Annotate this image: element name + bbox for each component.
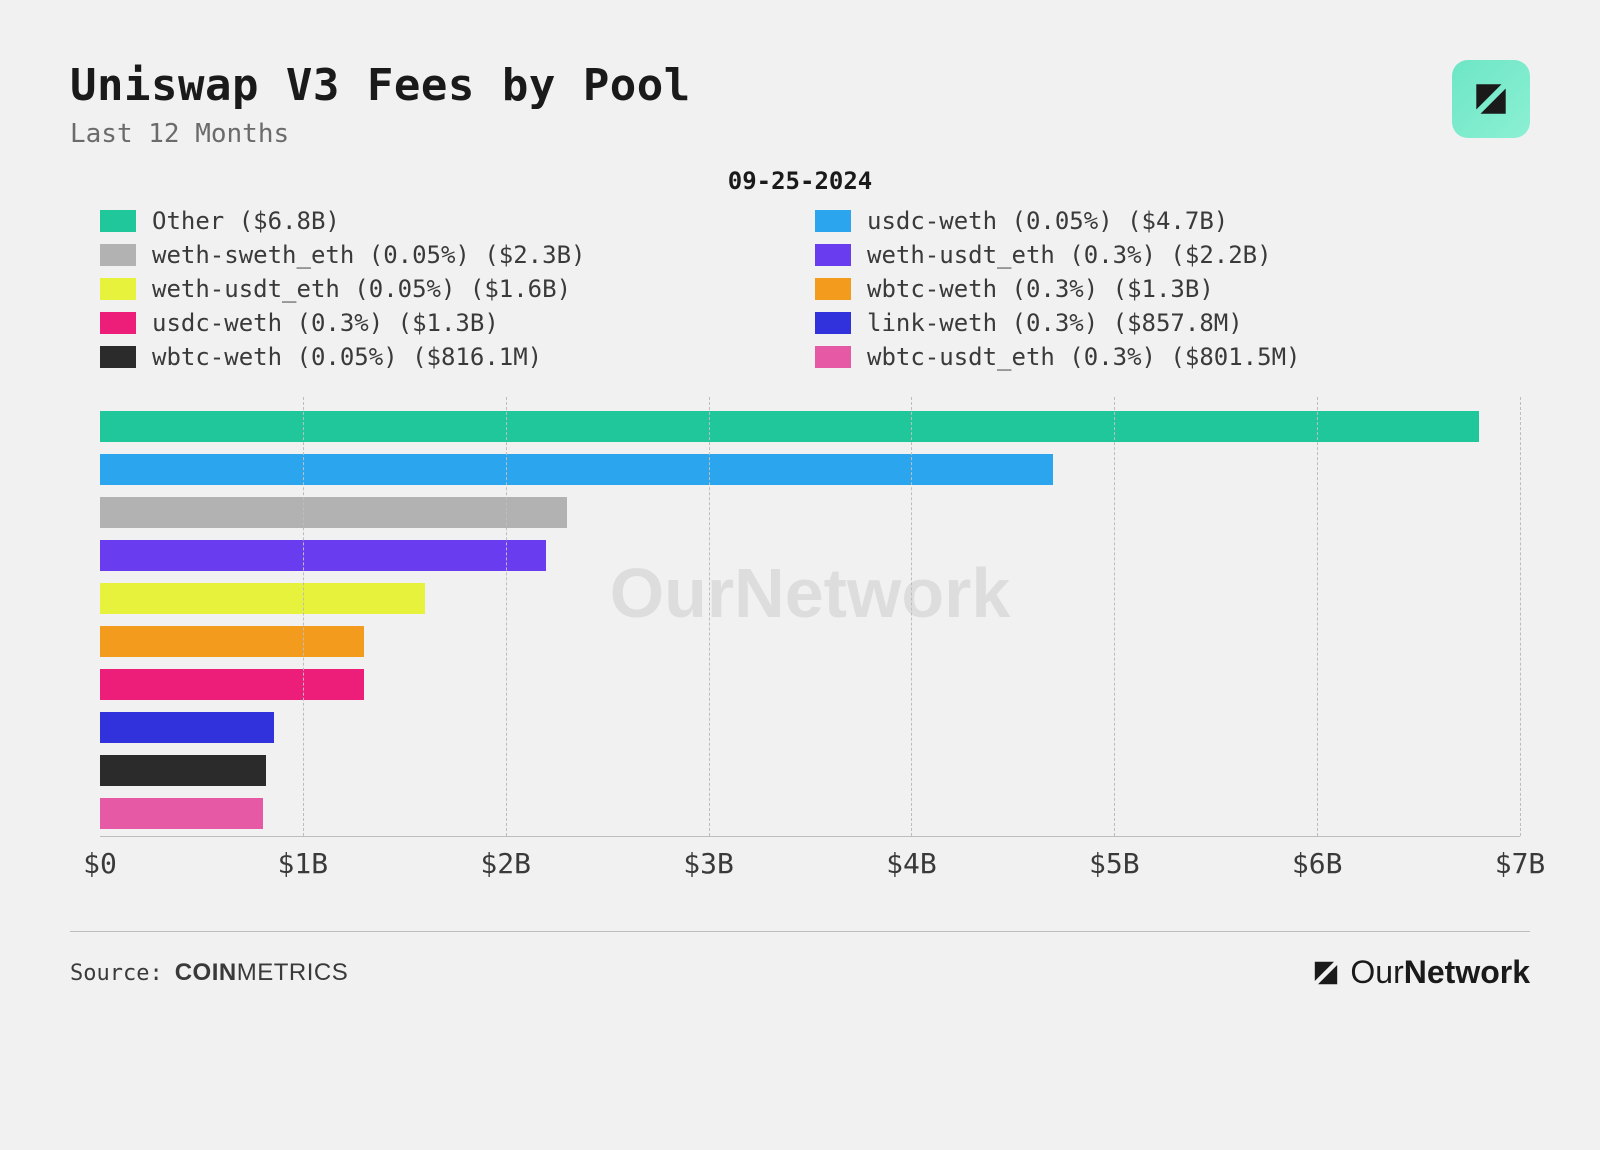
legend-item: wbtc-weth (0.05%) ($816.1M) <box>100 343 785 371</box>
gridline <box>709 397 710 836</box>
bar <box>100 669 364 700</box>
legend-label: wbtc-usdt_eth (0.3%) ($801.5M) <box>867 343 1300 371</box>
footer: Source: COINMETRICS OurNetwork <box>70 931 1530 991</box>
legend-item: usdc-weth (0.3%) ($1.3B) <box>100 309 785 337</box>
legend-item: wbtc-usdt_eth (0.3%) ($801.5M) <box>815 343 1500 371</box>
bar <box>100 583 425 614</box>
gridline <box>1520 397 1521 836</box>
chart-title: Uniswap V3 Fees by Pool <box>70 60 691 111</box>
legend-item: link-weth (0.3%) ($857.8M) <box>815 309 1500 337</box>
legend-swatch <box>100 210 136 232</box>
legend-item: wbtc-weth (0.3%) ($1.3B) <box>815 275 1500 303</box>
legend-item: usdc-weth (0.05%) ($4.7B) <box>815 207 1500 235</box>
bar <box>100 540 546 571</box>
source-brand: COINMETRICS <box>175 959 349 987</box>
legend-label: weth-usdt_eth (0.05%) ($1.6B) <box>152 275 571 303</box>
x-tick-label: $7B <box>1495 847 1546 880</box>
legend-item: Other ($6.8B) <box>100 207 785 235</box>
gridline <box>506 397 507 836</box>
legend-swatch <box>815 278 851 300</box>
legend-label: usdc-weth (0.3%) ($1.3B) <box>152 309 499 337</box>
footer-logo-icon <box>1310 957 1342 989</box>
legend-label: link-weth (0.3%) ($857.8M) <box>867 309 1243 337</box>
x-tick-label: $6B <box>1292 847 1343 880</box>
bar <box>100 411 1479 442</box>
legend-label: Other ($6.8B) <box>152 207 340 235</box>
footer-logo-text: OurNetwork <box>1350 954 1530 991</box>
bar <box>100 798 263 829</box>
gridline <box>303 397 304 836</box>
chart-legend: Other ($6.8B) usdc-weth (0.05%) ($4.7B) we… <box>70 207 1530 371</box>
legend-swatch <box>815 312 851 334</box>
legend-item: weth-usdt_eth (0.05%) ($1.6B) <box>100 275 785 303</box>
title-block: Uniswap V3 Fees by Pool Last 12 Months <box>70 60 691 149</box>
legend-swatch <box>100 312 136 334</box>
legend-item: weth-usdt_eth (0.3%) ($2.2B) <box>815 241 1500 269</box>
legend-item: weth-sweth_eth (0.05%) ($2.3B) <box>100 241 785 269</box>
x-tick-label: $4B <box>886 847 937 880</box>
legend-label: wbtc-weth (0.05%) ($816.1M) <box>152 343 542 371</box>
bars-container <box>100 407 1520 836</box>
gridline <box>1317 397 1318 836</box>
bar <box>100 454 1053 485</box>
header: Uniswap V3 Fees by Pool Last 12 Months <box>70 60 1530 149</box>
x-tick-label: $2B <box>480 847 531 880</box>
x-tick-label: $1B <box>278 847 329 880</box>
source-label: Source: <box>70 961 163 986</box>
source-attribution: Source: COINMETRICS <box>70 959 348 987</box>
legend-label: wbtc-weth (0.3%) ($1.3B) <box>867 275 1214 303</box>
legend-label: weth-usdt_eth (0.3%) ($2.2B) <box>867 241 1272 269</box>
legend-swatch <box>815 244 851 266</box>
x-axis: $0$1B$2B$3B$4B$5B$6B$7B <box>100 847 1520 897</box>
x-tick-label: $0 <box>83 847 117 880</box>
bar <box>100 712 274 743</box>
legend-label: usdc-weth (0.05%) ($4.7B) <box>867 207 1228 235</box>
brand-badge-icon <box>1452 60 1530 138</box>
x-tick-label: $3B <box>683 847 734 880</box>
gridline <box>1114 397 1115 836</box>
legend-label: weth-sweth_eth (0.05%) ($2.3B) <box>152 241 585 269</box>
footer-logo: OurNetwork <box>1310 954 1530 991</box>
x-tick-label: $5B <box>1089 847 1140 880</box>
gridline <box>911 397 912 836</box>
legend-swatch <box>815 346 851 368</box>
chart-area: OurNetwork $0$1B$2B$3B$4B$5B$6B$7B <box>70 397 1530 907</box>
chart-subtitle: Last 12 Months <box>70 119 691 149</box>
legend-swatch <box>100 244 136 266</box>
legend-swatch <box>100 278 136 300</box>
bar <box>100 497 567 528</box>
bar <box>100 755 266 786</box>
legend-swatch <box>815 210 851 232</box>
legend-swatch <box>100 346 136 368</box>
bar <box>100 626 364 657</box>
chart-date: 09-25-2024 <box>70 167 1530 195</box>
chart-plot: OurNetwork <box>100 397 1520 837</box>
